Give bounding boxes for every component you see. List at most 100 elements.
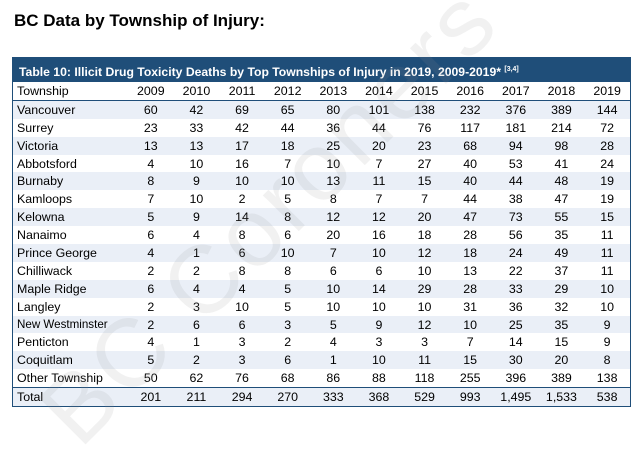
death-count-cell: 6 [238,317,246,332]
death-count-cell: 10 [326,299,341,314]
township-name: Kelowna [17,210,65,225]
death-count-cell: 2 [238,192,246,207]
death-count-cell: 33 [508,281,523,296]
header-year: 2016 [456,83,484,98]
death-count-cell: 11 [600,263,614,278]
table-row: Langley 2 3 10 5 10 10 10 31 36 32 10 [13,297,630,316]
death-count-cell: 30 [508,353,523,368]
death-count-cell: 3 [238,353,246,368]
death-count-cell: 11 [418,353,431,368]
table-row: Abbotsford 4 10 16 7 10 7 27 40 53 41 24 [13,154,630,173]
death-count-cell: 376 [505,102,527,117]
death-count-cell: 13 [326,174,341,189]
death-count-cell: 60 [143,102,158,117]
death-count-cell: 68 [280,371,295,386]
death-count-cell: 80 [326,102,341,117]
death-count-cell: 118 [414,371,435,386]
township-name: Nanaimo [17,228,67,243]
total-cell: 294 [231,390,253,405]
death-count-cell: 33 [189,120,204,135]
death-count-cell: 101 [368,102,390,117]
death-count-cell: 10 [280,245,295,260]
table-row: Prince George 4 1 6 10 7 10 12 18 24 49 11 [13,244,630,262]
death-count-cell: 9 [192,210,200,225]
death-count-cell: 14 [508,335,523,350]
death-count-cell: 8 [238,228,246,243]
total-label: Total [17,390,44,405]
death-count-cell: 10 [326,156,341,171]
death-count-cell: 32 [554,299,569,314]
death-count-cell: 24 [600,156,615,171]
death-count-cell: 44 [463,192,478,207]
death-count-cell: 36 [508,299,523,314]
death-count-cell: 5 [284,299,292,314]
death-count-cell: 98 [554,138,569,153]
death-count-cell: 8 [147,174,155,189]
death-count-cell: 7 [375,156,383,171]
death-count-cell: 6 [329,263,337,278]
death-count-cell: 10 [326,281,341,296]
page-heading: BC Data by Township of Injury: [14,11,265,30]
death-count-cell: 12 [417,317,432,332]
death-count-cell: 73 [508,210,523,225]
death-count-cell: 7 [284,156,292,171]
death-count-cell: 15 [417,174,432,189]
township-name: Coquitlam [17,353,73,368]
death-count-cell: 144 [596,102,618,117]
death-count-cell: 1 [329,353,337,368]
death-count-cell: 10 [372,245,386,260]
death-count-cell: 28 [463,281,478,296]
death-count-cell: 17 [235,138,249,153]
header-year: 2012 [273,83,302,98]
death-count-cell: 29 [554,281,569,296]
death-count-cell: 7 [147,192,155,207]
death-count-cell: 4 [192,228,200,243]
table-body: Vancouver 60 42 69 65 80 101 138 232 376 389 144 Sur… [13,100,630,388]
death-count-cell: 19 [600,192,615,207]
death-count-cell: 18 [417,228,432,243]
total-cell: 368 [368,390,390,405]
death-count-cell: 76 [235,371,249,386]
death-count-cell: 10 [372,353,386,368]
death-count-cell: 88 [372,371,386,386]
total-cell: 211 [186,390,207,405]
death-count-cell: 7 [329,245,337,260]
death-count-cell: 22 [508,263,523,278]
death-count-cell: 55 [554,210,569,225]
township-name: Surrey [17,120,54,135]
table-row: Surrey 23 33 42 44 36 44 76 117 181 214 72 [13,118,630,137]
death-count-cell: 20 [372,138,386,153]
death-count-cell: 15 [463,353,478,368]
death-count-cell: 15 [600,210,615,225]
death-count-cell: 5 [147,353,155,368]
death-count-cell: 12 [326,210,341,225]
death-count-cell: 20 [417,210,432,225]
death-count-cell: 27 [417,156,432,171]
death-count-cell: 7 [466,335,474,350]
table-row: Vancouver 60 42 69 65 80 101 138 232 376 389 144 [13,100,630,119]
death-count-cell: 44 [508,174,523,189]
death-count-cell: 12 [417,245,432,260]
death-count-cell: 6 [375,263,383,278]
death-count-cell: 15 [554,335,569,350]
table-row: Chilliwack 2 2 8 8 6 6 10 13 22 37 11 [13,261,630,280]
death-count-cell: 7 [421,192,429,207]
death-count-cell: 4 [147,335,155,350]
death-count-cell: 10 [600,299,615,314]
death-count-cell: 2 [147,317,155,332]
death-count-cell: 10 [189,156,204,171]
death-count-cell: 11 [372,174,386,189]
township-name: Maple Ridge [17,281,87,296]
death-count-cell: 8 [238,263,246,278]
death-count-cell: 11 [600,228,614,243]
death-count-cell: 10 [417,299,432,314]
total-cell: 1,495 [500,390,532,405]
header-year: 2019 [593,83,621,98]
table-row: Nanaimo 6 4 8 6 20 16 18 28 56 35 11 [13,226,630,245]
death-count-cell: 25 [508,317,523,332]
header-year: 2013 [319,83,348,98]
death-count-cell: 69 [235,102,249,117]
total-row: Total 201 211 294 270 333 368 529 993 1,495 1,533 5… [13,387,630,407]
death-count-cell: 35 [554,317,569,332]
death-count-cell: 76 [417,120,432,135]
